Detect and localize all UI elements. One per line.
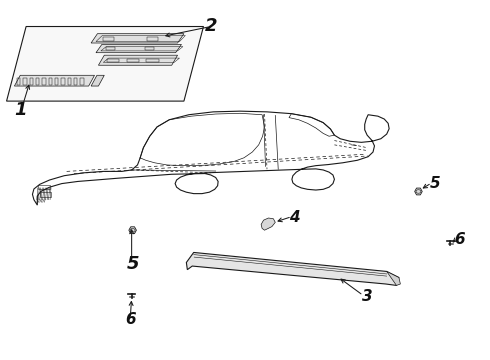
Polygon shape	[14, 75, 95, 86]
Text: 5: 5	[126, 255, 139, 273]
Polygon shape	[129, 227, 136, 234]
Text: 6: 6	[455, 232, 466, 247]
Polygon shape	[98, 55, 177, 65]
Text: 2: 2	[204, 17, 217, 35]
Polygon shape	[91, 75, 104, 86]
Polygon shape	[387, 271, 400, 285]
Text: 1: 1	[14, 101, 26, 119]
Text: 6: 6	[125, 312, 136, 327]
Polygon shape	[261, 218, 275, 230]
Text: 4: 4	[289, 210, 299, 225]
Polygon shape	[91, 34, 184, 43]
Text: 3: 3	[362, 289, 372, 304]
Polygon shape	[415, 188, 422, 195]
Polygon shape	[96, 44, 181, 53]
Text: 5: 5	[430, 176, 441, 191]
Polygon shape	[6, 27, 203, 101]
Polygon shape	[186, 252, 399, 285]
